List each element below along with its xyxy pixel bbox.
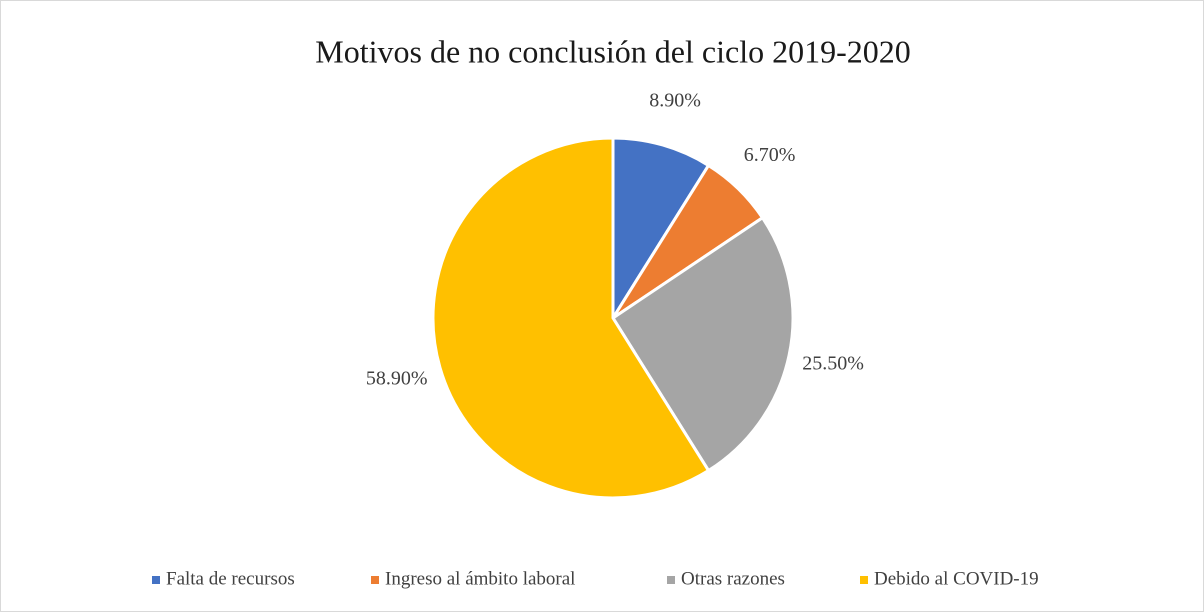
legend-label: Falta de recursos	[166, 568, 295, 589]
legend-swatch	[860, 576, 868, 584]
data-label: 6.70%	[744, 144, 796, 166]
legend-swatch	[371, 576, 379, 584]
legend-swatch	[667, 576, 675, 584]
legend-label: Otras razones	[681, 568, 785, 589]
pie-slice	[431, 136, 711, 500]
legend-swatch	[152, 576, 160, 584]
pie-slice	[610, 215, 795, 473]
data-label: 8.90%	[649, 89, 701, 111]
data-label: 58.90%	[366, 368, 428, 390]
chart-title: Motivos de no conclusión del ciclo 2019-…	[315, 33, 910, 69]
pie-slice	[611, 136, 711, 324]
data-label: 25.50%	[802, 353, 864, 375]
legend-label: Ingreso al ámbito laboral	[385, 568, 575, 589]
legend-label: Debido al COVID-19	[874, 568, 1039, 589]
